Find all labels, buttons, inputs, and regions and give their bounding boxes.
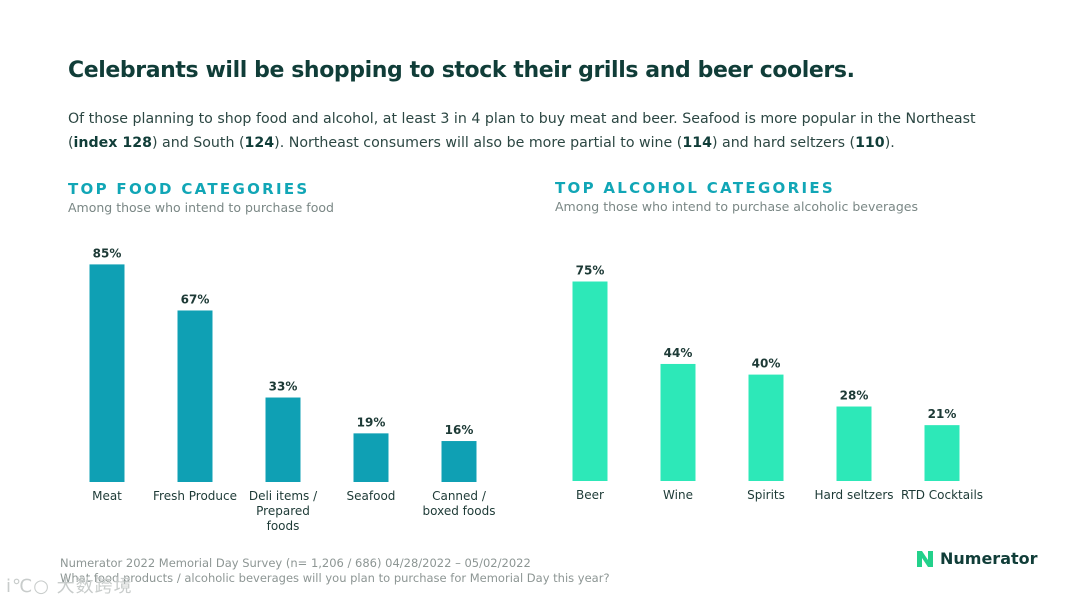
footer-notes: Numerator 2022 Memorial Day Survey (n= 1… — [60, 556, 610, 586]
bar-value-label: 44% — [664, 346, 693, 360]
subtitle-highlight: 110 — [855, 135, 885, 151]
bar-beer — [572, 281, 608, 481]
subtitle-text: ). — [884, 135, 895, 151]
category-label: Beer — [576, 488, 604, 502]
bar-value-label: 21% — [928, 407, 957, 421]
alcohol-chart-title: TOP ALCOHOL CATEGORIES — [555, 179, 835, 197]
category-label: boxed foods — [423, 504, 496, 518]
bar-value-label: 67% — [181, 292, 210, 306]
bar-value-label: 19% — [357, 415, 386, 429]
category-label: Prepared — [256, 504, 310, 518]
page-title: Celebrants will be shopping to stock the… — [68, 58, 855, 83]
category-label: foods — [267, 519, 300, 533]
bar-value-label: 40% — [752, 357, 781, 371]
category-label: Canned / — [432, 489, 487, 503]
bar-meat — [89, 264, 125, 482]
page-subtitle: Of those planning to shop food and alcoh… — [68, 107, 1028, 155]
category-label: Spirits — [747, 488, 785, 502]
footer-source: Numerator 2022 Memorial Day Survey (n= 1… — [60, 556, 531, 570]
category-label: Meat — [92, 489, 122, 503]
bar-rtd-cocktails — [924, 425, 960, 481]
subtitle-highlight: index 128 — [73, 135, 152, 151]
category-label: Hard seltzers — [814, 488, 893, 502]
bar-value-label: 85% — [93, 246, 122, 260]
bar-canned-boxed-foods — [441, 441, 477, 482]
subtitle-text: ) and hard seltzers ( — [711, 135, 856, 151]
subtitle-text: ) and South ( — [152, 135, 245, 151]
watermark: i℃○ 大数跨境 — [6, 576, 133, 597]
bar-hard-seltzers — [836, 406, 872, 481]
subtitle-text: ). Northeast consumers will also be more… — [274, 135, 683, 151]
bar-seafood — [353, 433, 389, 482]
alcohol-chart-subtitle: Among those who intend to purchase alcoh… — [555, 199, 918, 214]
bar-wine — [660, 363, 696, 481]
bar-spirits — [748, 374, 784, 481]
subtitle-text: Of those planning to shop food and alcoh… — [68, 111, 976, 151]
bar-fresh-produce — [177, 310, 213, 482]
subtitle-highlight: 114 — [682, 135, 712, 151]
numerator-logo-icon — [917, 550, 933, 567]
numerator-logo: Numerator — [916, 549, 1038, 568]
subtitle-highlight: 124 — [244, 135, 275, 151]
brand-name: Numerator — [940, 549, 1038, 568]
category-label: Fresh Produce — [153, 489, 237, 503]
category-label: Wine — [663, 488, 693, 502]
category-label: Seafood — [347, 489, 396, 503]
category-label: Deli items / — [249, 489, 318, 503]
bar-deli-items-prepared-foods — [265, 397, 301, 482]
bar-value-label: 16% — [445, 423, 474, 437]
bar-value-label: 33% — [269, 380, 298, 394]
food-chart-title: TOP FOOD CATEGORIES — [68, 180, 310, 198]
footer-question: What food products / alcoholic beverages… — [60, 571, 610, 585]
category-label: RTD Cocktails — [901, 488, 983, 502]
bar-value-label: 28% — [840, 389, 869, 403]
food-chart-subtitle: Among those who intend to purchase food — [68, 200, 334, 215]
bar-value-label: 75% — [576, 264, 605, 278]
